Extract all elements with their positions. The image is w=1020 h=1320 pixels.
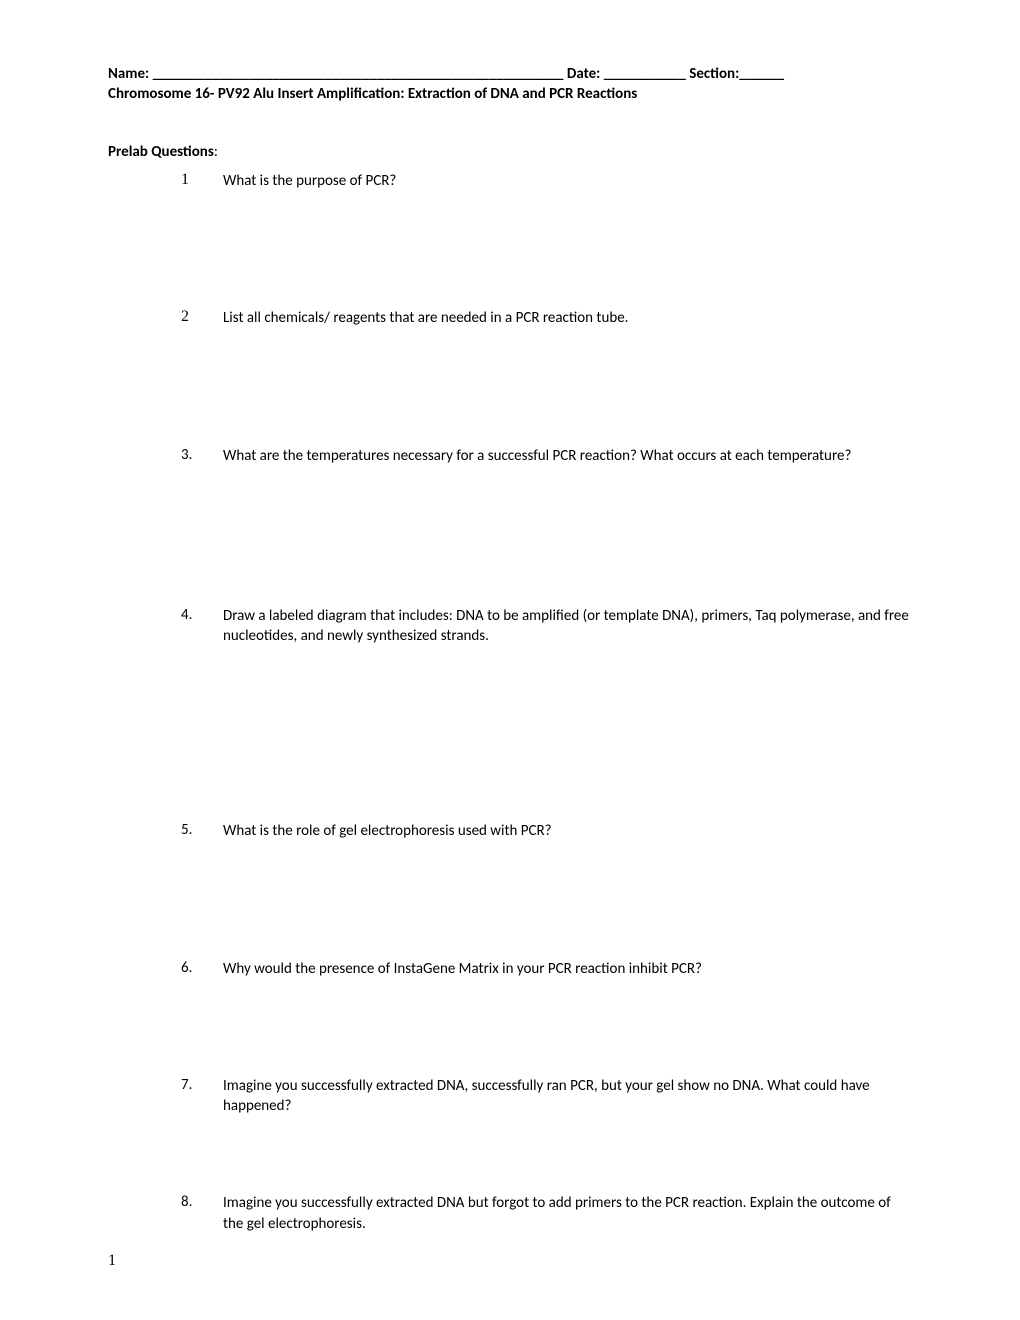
question-number: 7. — [108, 1076, 223, 1094]
question-number: 4. — [108, 606, 223, 624]
question-text: Imagine you successfully extracted DNA, … — [223, 1076, 912, 1117]
question-text: Draw a labeled diagram that includes: DN… — [223, 606, 912, 647]
question-text: Why would the presence of InstaGene Matr… — [223, 959, 702, 979]
question-number: 1 — [108, 171, 223, 189]
section-label: Section: — [686, 65, 739, 83]
question-number: 6. — [108, 959, 223, 977]
question-number: 3. — [108, 446, 223, 464]
question-item: 4.Draw a labeled diagram that includes: … — [108, 606, 912, 647]
section-title: Prelab Questions: — [108, 143, 912, 161]
section-title-text: Prelab Questions — [108, 143, 214, 161]
question-number: 2 — [108, 308, 223, 326]
date-label: Date: — [563, 65, 603, 83]
header-line: Name: __________________________________… — [108, 65, 912, 83]
question-item: 3.What are the temperatures necessary fo… — [108, 446, 912, 466]
document-subtitle: Chromosome 16- PV92 Alu Insert Amplifica… — [108, 85, 912, 103]
question-text: Imagine you successfully extracted DNA b… — [223, 1193, 912, 1234]
question-item: 2List all chemicals/ reagents that are n… — [108, 308, 912, 328]
question-text: What is the role of gel electrophoresis … — [223, 821, 552, 841]
questions-list: 1What is the purpose of PCR? 2List all ch… — [108, 171, 912, 1234]
question-item: 1What is the purpose of PCR? — [108, 171, 912, 191]
question-item: 7.Imagine you successfully extracted DNA… — [108, 1076, 912, 1117]
question-number: 5. — [108, 821, 223, 839]
name-blank: ________________________________________… — [153, 65, 564, 83]
question-item: 5.What is the role of gel electrophoresi… — [108, 821, 912, 841]
question-text: What is the purpose of PCR? — [223, 171, 396, 191]
question-number: 8. — [108, 1193, 223, 1211]
section-title-colon: : — [214, 143, 218, 161]
name-label: Name: — [108, 65, 153, 83]
date-blank: ___________ — [604, 65, 686, 83]
question-text: What are the temperatures necessary for … — [223, 446, 851, 466]
question-text: List all chemicals/ reagents that are ne… — [223, 308, 628, 328]
question-item: 8.Imagine you successfully extracted DNA… — [108, 1193, 912, 1234]
page-number: 1 — [108, 1252, 116, 1270]
section-blank: ______ — [739, 65, 784, 83]
question-item: 6.Why would the presence of InstaGene Ma… — [108, 959, 912, 979]
